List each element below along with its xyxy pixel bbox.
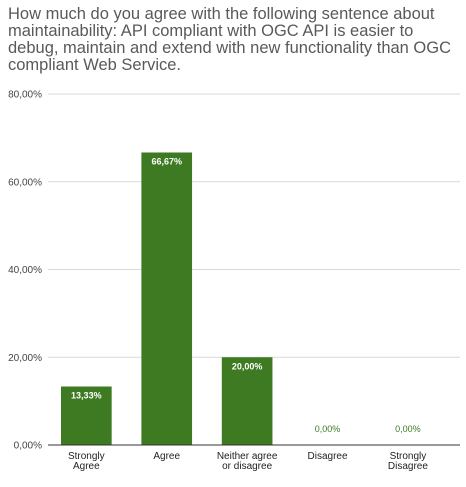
bar-value-label: 0,00% xyxy=(315,424,341,434)
bar xyxy=(221,357,273,445)
x-tick-label: Strongly Agree xyxy=(68,451,105,472)
y-tick-label: 0,00% xyxy=(14,441,42,452)
x-axis-category-labels: Strongly Agree Agree Neither agree or disagr… xyxy=(68,451,428,472)
y-tick-label: 60,00% xyxy=(8,177,42,188)
bar-value-label: 0,00% xyxy=(395,424,421,434)
bar-value-labels: 13,33% 66,67% 20,00% 0,00% 0,00% xyxy=(71,156,421,434)
bar-value-label: 20,00% xyxy=(232,361,263,371)
y-axis-tick-labels: 0,00% 20,00% 40,00% 60,00% 80,00% xyxy=(8,90,42,452)
x-tick-label: Agree xyxy=(153,451,180,462)
x-tick-label: Neither agree or disagree xyxy=(217,451,278,472)
bar-value-label: 13,33% xyxy=(71,391,102,401)
bar xyxy=(61,386,112,445)
bars xyxy=(61,152,273,445)
y-tick-label: 80,00% xyxy=(8,90,42,101)
bar-value-label: 66,67% xyxy=(151,156,182,166)
chart-title: How much do you agree with the following… xyxy=(8,5,452,74)
bar xyxy=(141,152,193,445)
gridlines xyxy=(48,93,460,358)
x-tick-label: Strongly Disagree xyxy=(388,451,428,472)
x-tick-label: Disagree xyxy=(308,451,348,462)
y-tick-label: 20,00% xyxy=(8,353,42,364)
y-tick-label: 40,00% xyxy=(8,265,42,276)
